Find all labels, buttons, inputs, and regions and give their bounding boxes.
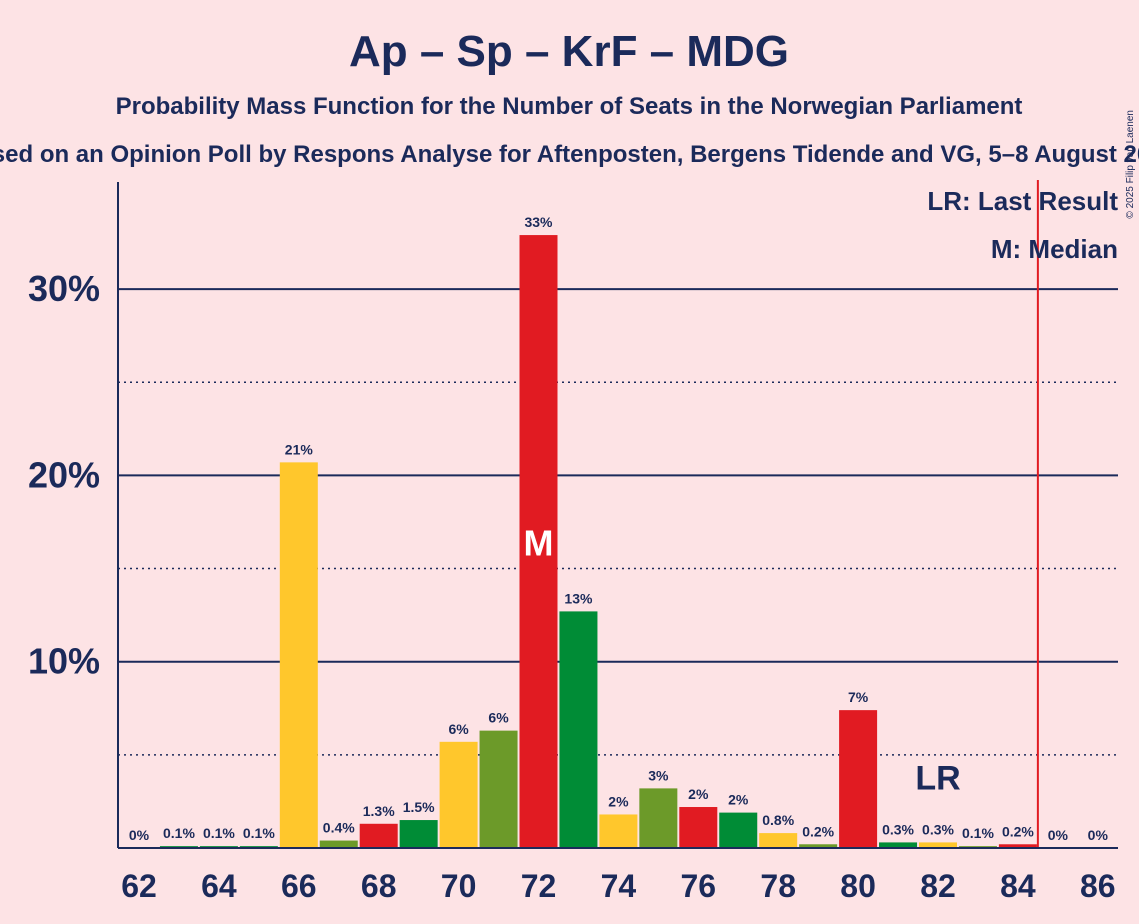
bar-82 — [919, 842, 957, 848]
data-label-79: 0.2% — [802, 823, 834, 839]
copyright-note: © 2025 Filip van Laenen — [1125, 110, 1136, 219]
last-result-marker: LR — [915, 759, 960, 797]
data-label-81: 0.3% — [882, 821, 914, 837]
chart-subtitle: Probability Mass Function for the Number… — [116, 93, 1023, 120]
data-label-74: 2% — [608, 793, 629, 809]
bar-81 — [879, 842, 918, 848]
y-tick-label: 10% — [28, 641, 100, 682]
data-label-67: 0.4% — [323, 820, 355, 836]
data-label-86: 0% — [1088, 827, 1109, 843]
data-label-84: 0.2% — [1002, 823, 1034, 839]
legend-median: M: Median — [991, 234, 1118, 264]
bar-76 — [679, 807, 718, 848]
bar-70 — [439, 741, 478, 848]
data-label-72: 33% — [524, 214, 553, 230]
bar-73 — [559, 611, 598, 848]
data-label-73: 13% — [564, 590, 593, 606]
x-tick-label: 80 — [840, 868, 876, 904]
data-label-69: 1.5% — [403, 799, 435, 815]
bar-69 — [399, 820, 438, 848]
bar-84 — [998, 844, 1037, 848]
gridlines — [118, 288, 1118, 756]
bar-75 — [639, 788, 678, 848]
x-tick-label: 76 — [681, 868, 717, 904]
x-tick-label: 62 — [121, 868, 157, 904]
bar-67 — [319, 840, 358, 848]
axes: 10% 20% 30% 62 64 66 68 70 72 74 76 78 80 82 84 86 — [28, 180, 1118, 904]
data-label-62: 0% — [129, 827, 150, 843]
bar-78 — [759, 833, 798, 848]
x-tick-label: 82 — [920, 868, 956, 904]
data-label-70: 6% — [448, 721, 469, 737]
data-label-80: 7% — [848, 689, 869, 705]
data-label-66: 21% — [285, 441, 314, 457]
x-tick-label: 68 — [361, 868, 397, 904]
data-label-85: 0% — [1048, 827, 1069, 843]
bar-79 — [799, 844, 838, 848]
bar-68 — [359, 823, 398, 848]
x-tick-label: 72 — [521, 868, 557, 904]
bar-66 — [279, 462, 318, 848]
data-label-63: 0.1% — [163, 825, 195, 841]
chart-title: Ap – Sp – KrF – MDG — [349, 27, 789, 76]
data-label-77: 2% — [728, 792, 749, 808]
y-tick-label: 30% — [28, 268, 100, 309]
data-label-78: 0.8% — [762, 812, 794, 828]
data-label-75: 3% — [648, 767, 669, 783]
bar-74 — [599, 814, 638, 848]
bar-77 — [719, 812, 758, 848]
x-tick-label: 74 — [601, 868, 637, 904]
y-tick-label: 20% — [28, 454, 100, 495]
x-tick-label: 66 — [281, 868, 317, 904]
data-label-65: 0.1% — [243, 825, 275, 841]
chart-source-subtitle: Based on an Opinion Poll by Respons Anal… — [0, 141, 1139, 168]
bar-80 — [839, 710, 878, 848]
data-label-71: 6% — [488, 710, 509, 726]
data-label-76: 2% — [688, 786, 709, 802]
legend-last-result: LR: Last Result — [927, 186, 1118, 216]
x-tick-label: 78 — [760, 868, 796, 904]
x-tick-label: 86 — [1080, 868, 1116, 904]
data-label-82: 0.3% — [922, 821, 954, 837]
bar-71 — [479, 730, 518, 848]
bar-72 — [519, 235, 558, 848]
x-tick-label: 70 — [441, 868, 477, 904]
data-label-64: 0.1% — [203, 825, 235, 841]
x-tick-label: 84 — [1000, 868, 1036, 904]
bars — [159, 235, 1037, 848]
data-label-68: 1.3% — [363, 803, 395, 819]
median-marker: M — [524, 523, 554, 564]
data-labels: 0% 0.1% 0.1% 0.1% 21% 0.4% 1.3% 1.5% 6% 6% 33% 13% 2… — [129, 214, 1109, 843]
data-label-83: 0.1% — [962, 825, 994, 841]
x-tick-label: 64 — [201, 868, 237, 904]
